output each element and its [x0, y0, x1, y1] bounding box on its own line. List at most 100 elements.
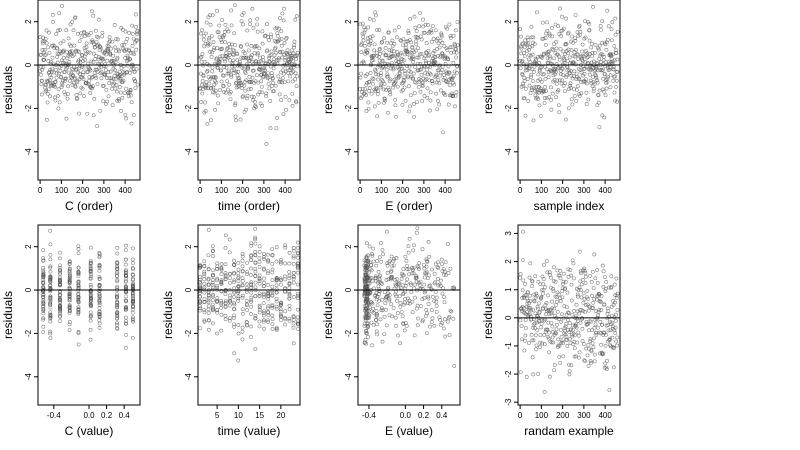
data-point [529, 24, 534, 29]
data-point [203, 109, 208, 113]
data-point [124, 294, 128, 299]
data-point [417, 24, 422, 29]
data-point [552, 42, 557, 47]
data-point [569, 282, 574, 287]
data-point [543, 85, 547, 89]
data-point [524, 62, 529, 67]
data-point [434, 295, 439, 300]
data-point [425, 95, 430, 100]
data-point [438, 278, 443, 283]
data-point [423, 54, 427, 59]
data-point [270, 261, 275, 266]
data-point [240, 307, 245, 312]
data-point [45, 100, 50, 105]
data-point [291, 295, 296, 299]
data-point [95, 124, 99, 129]
data-point [422, 266, 427, 271]
data-point [376, 89, 381, 94]
data-point [408, 17, 413, 21]
data-point [614, 85, 618, 89]
data-point [600, 113, 605, 118]
data-point [236, 331, 241, 336]
data-point [130, 31, 135, 36]
data-point [592, 252, 597, 257]
data-point [588, 273, 592, 278]
data-point [240, 264, 245, 269]
data-point [52, 62, 56, 67]
data-point [591, 345, 596, 349]
data-point [254, 105, 258, 109]
data-point [543, 285, 547, 290]
data-point [93, 28, 98, 33]
x-tick-label: 0.0 [83, 411, 95, 420]
data-point [266, 82, 271, 87]
data-point [96, 17, 101, 22]
data-point [41, 58, 46, 63]
y-tick-label: -4 [344, 148, 353, 156]
data-point [587, 28, 592, 33]
data-point [449, 45, 454, 50]
plot-frame [517, 0, 621, 181]
data-point [226, 71, 231, 76]
x-tick-label: 0 [518, 411, 523, 420]
data-point [224, 51, 229, 55]
data-point [416, 267, 421, 272]
data-point [268, 99, 273, 103]
data-point [428, 90, 433, 95]
data-point [371, 322, 376, 327]
data-point [209, 34, 214, 39]
data-point [259, 59, 264, 64]
data-point [285, 52, 290, 57]
data-point [227, 51, 232, 55]
data-point [56, 71, 61, 76]
data-point [200, 28, 204, 33]
data-point [614, 78, 619, 83]
data-point [576, 294, 580, 299]
data-point [435, 107, 440, 112]
data-point [275, 34, 280, 38]
data-point [262, 257, 266, 261]
data-point [57, 51, 61, 56]
data-point [245, 28, 250, 33]
data-point [553, 72, 557, 77]
data-point [522, 96, 527, 101]
data-point [570, 34, 575, 39]
data-point [378, 85, 383, 90]
data-point [225, 45, 230, 50]
data-point [391, 306, 396, 310]
data-point [44, 41, 49, 46]
data-point [58, 250, 63, 255]
data-point [520, 72, 525, 77]
data-point [443, 334, 447, 339]
data-point [375, 65, 380, 70]
data-point [547, 374, 552, 379]
data-point [107, 81, 112, 86]
data-point [60, 80, 65, 85]
data-point [550, 34, 555, 39]
data-point [453, 93, 458, 98]
data-point [542, 262, 546, 267]
data-point [253, 104, 258, 108]
data-point [260, 103, 265, 108]
data-point [409, 40, 414, 45]
data-point [204, 20, 209, 25]
data-point [419, 304, 423, 309]
y-tick-label: 0 [24, 62, 33, 67]
data-point [88, 245, 93, 250]
data-point [62, 90, 67, 94]
data-point [287, 98, 292, 103]
data-point [88, 327, 93, 332]
data-point [384, 67, 389, 72]
data-point [434, 72, 439, 77]
y-tick-label: -2 [344, 104, 353, 112]
data-point [368, 39, 373, 43]
data-point [556, 66, 560, 71]
data-point [293, 17, 298, 22]
data-point [530, 52, 535, 57]
data-point [532, 85, 537, 90]
data-point [250, 94, 254, 99]
data-point [84, 41, 89, 46]
data-point [241, 22, 245, 27]
data-point [446, 102, 451, 107]
data-point [523, 338, 527, 343]
